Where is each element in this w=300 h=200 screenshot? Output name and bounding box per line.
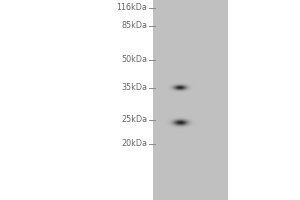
Text: 50kDa: 50kDa — [121, 55, 147, 64]
Text: 35kDa: 35kDa — [121, 83, 147, 92]
Text: 116kDa: 116kDa — [116, 3, 147, 12]
Bar — [228, 0, 300, 200]
Bar — [153, 0, 228, 200]
Text: 85kDa: 85kDa — [121, 21, 147, 30]
Text: 20kDa: 20kDa — [121, 140, 147, 148]
Text: 25kDa: 25kDa — [121, 116, 147, 124]
Bar — [0, 0, 153, 200]
